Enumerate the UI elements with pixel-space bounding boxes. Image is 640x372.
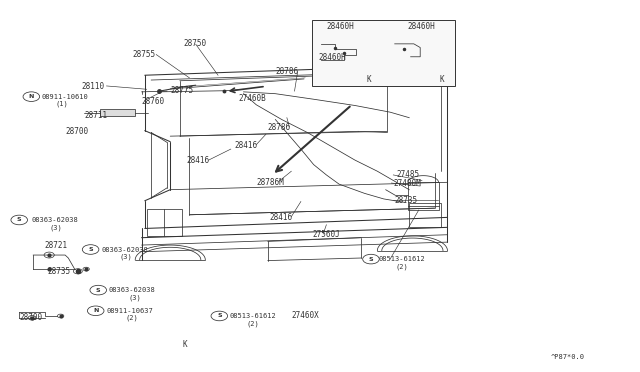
Text: 28750: 28750 (183, 39, 206, 48)
Text: N: N (29, 94, 34, 99)
Bar (409, 203, 441, 227)
Text: 28700: 28700 (65, 127, 88, 136)
Text: 28786: 28786 (268, 123, 291, 132)
Text: S: S (88, 247, 93, 252)
Text: S: S (17, 218, 22, 222)
Text: 28786: 28786 (275, 67, 298, 76)
Bar (312, 20, 455, 86)
Text: 28775: 28775 (170, 86, 193, 94)
Text: (2): (2) (395, 263, 408, 270)
Text: 08513-61612: 08513-61612 (379, 256, 426, 262)
Bar (147, 209, 182, 236)
Text: 28735: 28735 (47, 267, 70, 276)
Text: 28416: 28416 (186, 156, 209, 166)
Text: 28416: 28416 (269, 213, 292, 222)
Bar (408, 182, 438, 210)
Text: 28721: 28721 (45, 241, 68, 250)
Text: (3): (3) (119, 254, 132, 260)
Text: ^P87*0.0: ^P87*0.0 (550, 353, 585, 360)
Text: 08363-62038: 08363-62038 (31, 217, 78, 223)
Text: S: S (96, 288, 100, 293)
Text: 28416: 28416 (234, 141, 257, 150)
Text: S: S (369, 257, 373, 262)
Text: 27460X: 27460X (291, 311, 319, 320)
Text: 28786M: 28786M (256, 178, 284, 187)
Text: 28735: 28735 (394, 196, 418, 205)
Text: N: N (93, 308, 99, 313)
Text: 08363-62038: 08363-62038 (108, 287, 155, 293)
Bar (100, 109, 135, 116)
Text: 08513-61612: 08513-61612 (230, 313, 276, 319)
Text: 28460H: 28460H (319, 53, 346, 62)
Text: S: S (217, 314, 221, 318)
Text: K: K (367, 75, 371, 84)
Text: (2): (2) (246, 320, 259, 327)
Text: 28700: 28700 (19, 312, 42, 321)
Text: (1): (1) (56, 101, 68, 107)
Text: (2): (2) (125, 315, 138, 321)
Text: 28755: 28755 (132, 51, 155, 60)
Text: 08363-62038: 08363-62038 (101, 247, 148, 253)
Text: (3): (3) (49, 224, 62, 231)
Text: 27485: 27485 (396, 170, 420, 179)
Text: 27480M: 27480M (394, 179, 421, 187)
Text: 27460B: 27460B (239, 94, 266, 103)
Text: K: K (183, 340, 188, 349)
Text: 28460H: 28460H (408, 22, 436, 31)
Text: 27560J: 27560J (312, 230, 340, 239)
Text: 28460H: 28460H (326, 22, 354, 31)
Text: 08911-10637: 08911-10637 (106, 308, 154, 314)
Text: 08911-10610: 08911-10610 (42, 94, 88, 100)
Text: (3): (3) (129, 294, 141, 301)
Text: 28760: 28760 (141, 97, 164, 106)
Text: 28110: 28110 (81, 82, 104, 91)
Text: 28711: 28711 (84, 111, 108, 121)
Text: K: K (440, 75, 444, 84)
